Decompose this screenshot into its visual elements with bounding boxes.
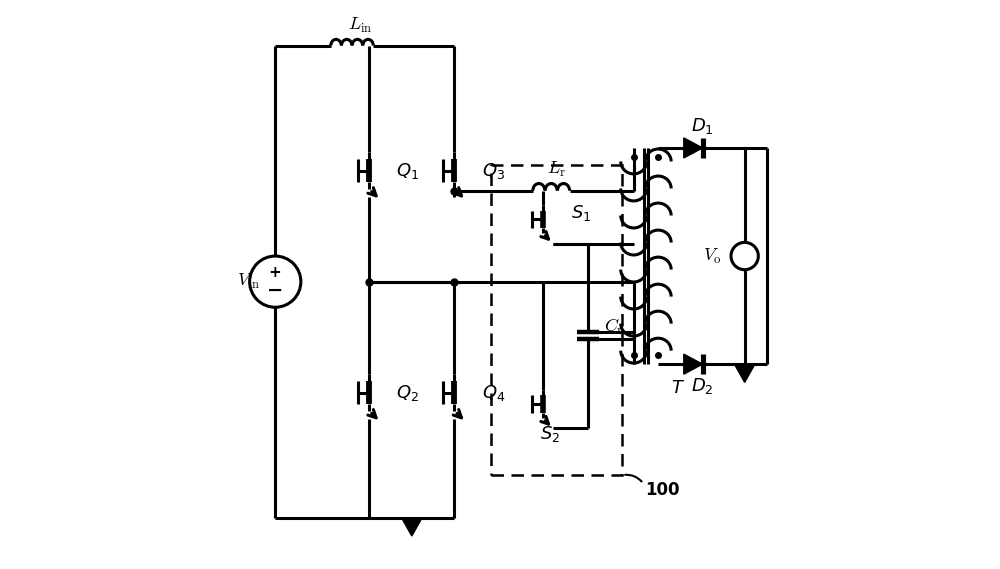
Polygon shape [684, 138, 703, 158]
Text: $D_2$: $D_2$ [691, 376, 713, 396]
Polygon shape [734, 364, 755, 382]
Text: +: + [269, 265, 282, 280]
Text: $L_{\rm in}$: $L_{\rm in}$ [348, 16, 373, 35]
Text: 100: 100 [645, 481, 680, 500]
Text: $S_2$: $S_2$ [540, 423, 560, 444]
Text: $Q_3$: $Q_3$ [482, 160, 505, 181]
Text: $T$: $T$ [671, 379, 685, 397]
Text: $Q_2$: $Q_2$ [396, 382, 419, 403]
Text: $V_{\rm in}$: $V_{\rm in}$ [237, 272, 259, 291]
Polygon shape [684, 354, 703, 374]
Bar [491, 165, 622, 475]
Text: $C_{\rm r}$: $C_{\rm r}$ [604, 317, 624, 337]
Text: $Q_4$: $Q_4$ [482, 382, 505, 403]
Polygon shape [402, 518, 422, 536]
Text: $D_1$: $D_1$ [691, 116, 713, 137]
Text: $Q_1$: $Q_1$ [396, 160, 419, 181]
FancyArrowPatch shape [625, 475, 642, 481]
Text: −: − [267, 281, 283, 300]
Text: $L_{\rm r}$: $L_{\rm r}$ [547, 159, 566, 179]
Text: $S_1$: $S_1$ [571, 203, 591, 224]
Text: $V_{\rm o}$: $V_{\rm o}$ [703, 246, 722, 266]
